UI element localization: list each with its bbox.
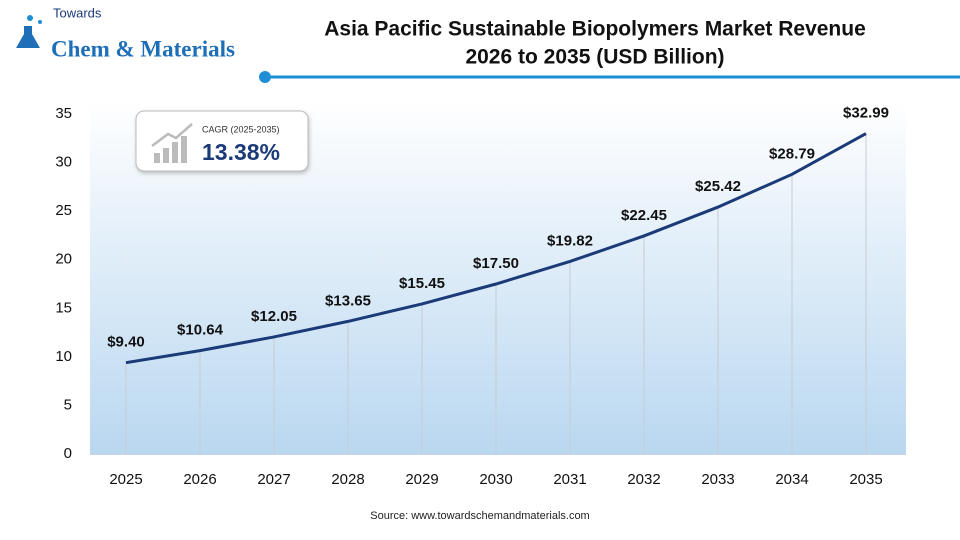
x-tick-label: 2032 xyxy=(627,471,660,488)
x-tick-label: 2028 xyxy=(331,471,364,488)
y-tick-label: 15 xyxy=(55,299,72,316)
data-label: $28.79 xyxy=(769,145,815,162)
data-label: $32.99 xyxy=(843,104,889,121)
data-label: $17.50 xyxy=(473,255,519,272)
data-label: $10.64 xyxy=(177,322,224,339)
data-label: $13.65 xyxy=(325,292,371,309)
x-tick-label: 2026 xyxy=(183,471,216,488)
x-tick-label: 2031 xyxy=(553,471,586,488)
y-tick-label: 10 xyxy=(55,348,72,365)
data-label: $25.42 xyxy=(695,178,741,195)
x-tick-label: 2027 xyxy=(257,471,290,488)
data-label: $9.40 xyxy=(107,334,145,351)
cagr-icon xyxy=(151,123,193,147)
logo-dot xyxy=(38,20,42,24)
chart-title: Asia Pacific Sustainable Biopolymers Mar… xyxy=(324,18,866,41)
y-tick-label: 35 xyxy=(55,105,72,122)
y-tick-label: 5 xyxy=(64,396,72,413)
cagr-icon xyxy=(154,153,160,163)
chart-title: 2026 to 2035 (USD Billion) xyxy=(465,46,724,69)
data-label: $12.05 xyxy=(251,308,297,325)
y-tick-label: 25 xyxy=(55,202,72,219)
x-tick-label: 2025 xyxy=(109,471,142,488)
cagr-box: CAGR (2025-2035) 13.38% xyxy=(135,110,309,172)
source: Source: www.towardschemandmaterials.com xyxy=(370,510,589,522)
logo-text: Chem & Materials xyxy=(51,36,235,61)
cagr-icon xyxy=(163,148,169,163)
cagr-icon xyxy=(172,142,178,163)
data-label: $19.82 xyxy=(547,232,593,249)
logo-flask xyxy=(16,26,40,48)
y-tick-label: 30 xyxy=(55,154,72,171)
y-tick-label: 20 xyxy=(55,251,72,268)
logo-text: Towards xyxy=(53,5,102,20)
line xyxy=(125,132,867,365)
cagr-frame xyxy=(135,110,309,172)
y-tick-label: 0 xyxy=(64,445,72,462)
cagr-label: CAGR (2025-2035) xyxy=(202,124,280,134)
cagr-icon xyxy=(181,136,187,163)
logo: Towards Chem & Materials xyxy=(16,5,235,61)
data-label: $22.45 xyxy=(621,207,667,224)
x-tick-label: 2035 xyxy=(849,471,882,488)
cagr-value: 13.38% xyxy=(202,139,280,165)
data-label: $15.45 xyxy=(399,275,445,292)
title-rule-dot xyxy=(259,71,271,83)
x-tick-label: 2029 xyxy=(405,471,438,488)
logo-dot xyxy=(27,15,33,21)
x-tick-label: 2033 xyxy=(701,471,734,488)
x-tick-label: 2034 xyxy=(775,471,808,488)
x-tick-label: 2030 xyxy=(479,471,512,488)
